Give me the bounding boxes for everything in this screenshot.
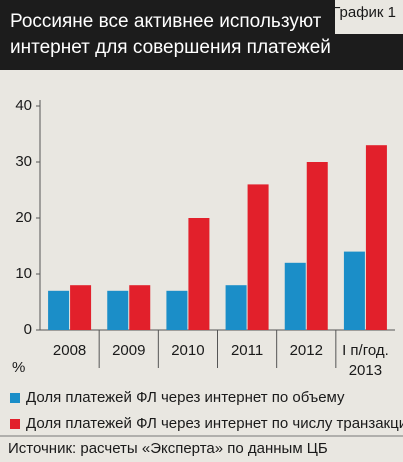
bar bbox=[48, 290, 70, 330]
chart-title: Россияне все активнее используют интернет… bbox=[10, 11, 331, 58]
y-tick-label: 20 bbox=[15, 209, 32, 226]
source: Источник: расчеты «Эксперта» по данным Ц… bbox=[8, 440, 328, 457]
bar bbox=[129, 285, 151, 330]
bar bbox=[70, 285, 92, 330]
legend-label: Доля платежей ФЛ через интернет по числу… bbox=[26, 415, 403, 432]
y-tick-label: 40 bbox=[15, 97, 32, 114]
x-tick-label: 2012 bbox=[290, 342, 323, 359]
x-tick-label: I п/год. 2013 bbox=[342, 342, 389, 379]
bar bbox=[247, 184, 269, 330]
y-tick-label: 0 bbox=[24, 321, 32, 338]
y-axis-label: % bbox=[12, 359, 25, 376]
x-tick-label: 2010 bbox=[171, 342, 204, 359]
legend-swatch bbox=[10, 419, 20, 429]
bar bbox=[107, 290, 129, 330]
bar bbox=[188, 218, 210, 330]
bar bbox=[225, 285, 247, 330]
bar bbox=[365, 145, 387, 330]
bar bbox=[343, 251, 365, 330]
chart-label: График 1 bbox=[332, 4, 396, 21]
y-tick-label: 30 bbox=[15, 153, 32, 170]
bar bbox=[306, 162, 328, 330]
header bbox=[0, 0, 403, 70]
bar bbox=[166, 290, 188, 330]
legend-label: Доля платежей ФЛ через интернет по объем… bbox=[26, 389, 345, 406]
bar bbox=[284, 262, 306, 330]
x-tick-label: 2011 bbox=[231, 342, 263, 359]
x-tick-label: 2008 bbox=[53, 342, 86, 359]
x-tick-label: 2009 bbox=[112, 342, 145, 359]
y-tick-label: 10 bbox=[15, 265, 32, 282]
legend-swatch bbox=[10, 393, 20, 403]
